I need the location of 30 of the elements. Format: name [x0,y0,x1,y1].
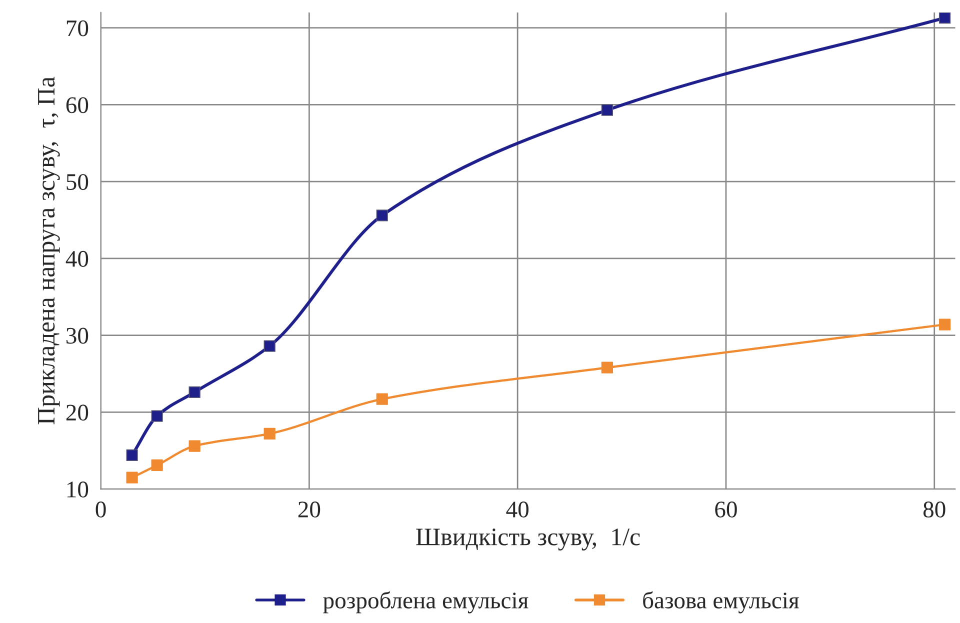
y-tick-label: 60 [66,97,88,114]
point [151,459,163,472]
y-axis-title: Прикладена напруга зсуву, τ, Па [38,76,60,424]
x-tick-label: 0 [96,502,106,518]
point [376,210,388,222]
y-tick-label: 20 [66,404,88,421]
point [264,340,276,352]
point [601,104,613,116]
x-tick-label: 60 [715,502,737,518]
point [264,428,276,440]
point [938,318,951,330]
y-tick-label: 10 [67,482,88,498]
y-tick-label: 30 [66,328,88,344]
point [151,410,163,422]
point [188,386,200,398]
legend-label: розроблена емульсія [323,591,528,614]
point [376,393,388,405]
x-tick-label: 20 [298,502,320,518]
legend-label: базова емульсія [643,591,799,614]
x-tick-label: 80 [923,502,946,518]
x-axis-title: Швидкість зсуву, 1/с [416,528,640,550]
y-tick-label: 40 [66,250,88,267]
y-tick-label: 70 [66,20,88,36]
point [188,440,200,452]
point [601,362,613,374]
point [938,12,951,24]
x-tick-label: 40 [506,502,528,518]
point [126,449,138,462]
point [126,472,138,484]
y-tick-label: 50 [66,174,88,190]
